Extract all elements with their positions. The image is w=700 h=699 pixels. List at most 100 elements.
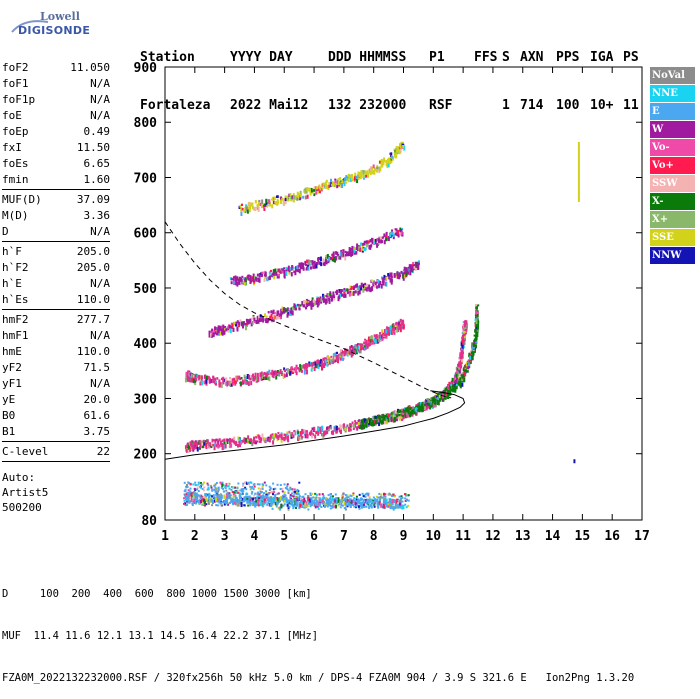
echo-mark: [399, 409, 402, 413]
echo-mark: [242, 484, 245, 487]
echo-mark: [372, 415, 375, 421]
echo-mark: [225, 377, 228, 382]
echo-mark: [286, 369, 289, 374]
echo-mark: [392, 493, 395, 496]
echo-mark: [373, 499, 376, 503]
echo-mark: [409, 411, 412, 416]
echo-mark: [284, 433, 287, 438]
echo-mark: [350, 253, 353, 257]
echo-mark: [273, 272, 276, 276]
echo-mark: [321, 187, 324, 190]
echo-mark: [329, 504, 332, 507]
echo-mark: [318, 190, 321, 194]
echo-mark: [215, 333, 218, 336]
echo-mark: [316, 359, 319, 365]
echo-mark: [194, 379, 197, 383]
echo-mark: [241, 379, 244, 383]
echo-mark: [231, 490, 234, 493]
echo-mark: [398, 495, 401, 498]
echo-mark: [358, 289, 361, 295]
echo-mark: [268, 372, 271, 375]
echo-mark: [349, 176, 352, 179]
echo-mark: [355, 504, 358, 508]
echo-mark: [335, 354, 338, 359]
echo-mark: [383, 274, 386, 278]
echo-mark: [341, 293, 344, 297]
ionospheric-parameters: foF2 11.050 foF1 N/A foF1p N/A foE N/A foEp 0.49 f…: [2, 60, 110, 515]
echo-mark: [405, 272, 408, 277]
echo-mark: [249, 277, 252, 282]
echo-mark: [342, 424, 345, 428]
echo-mark: [374, 281, 377, 286]
echo-mark: [233, 379, 236, 384]
echo-mark: [346, 351, 349, 357]
echo-mark: [403, 271, 406, 275]
echo-mark: [383, 420, 386, 425]
echo-mark: [385, 498, 388, 503]
echo-mark: [194, 377, 197, 381]
echo-mark: [338, 356, 341, 359]
echo-mark: [404, 413, 407, 419]
echo-mark: [304, 502, 307, 508]
echo-mark: [234, 441, 237, 446]
echo-mark: [225, 482, 228, 485]
echo-mark: [289, 371, 292, 376]
echo-mark: [252, 373, 255, 378]
echo-mark: [370, 286, 373, 290]
echo-mark: [312, 265, 315, 269]
echo-mark: [185, 486, 188, 489]
header-cell: PS: [623, 50, 639, 65]
echo-mark: [464, 371, 467, 377]
param-row: foF1p N/A: [2, 92, 110, 108]
echo-mark: [243, 496, 246, 499]
echo-mark: [223, 490, 226, 493]
echo-mark: [287, 312, 290, 316]
echo-mark: [296, 502, 299, 507]
echo-mark: [257, 500, 260, 505]
echo-mark: [276, 195, 279, 198]
echo-mark: [185, 376, 188, 380]
echo-mark: [232, 486, 235, 489]
echo-mark: [271, 491, 274, 494]
echo-mark: [197, 481, 200, 484]
echo-mark: [360, 282, 363, 288]
y-tick-label: 700: [134, 171, 158, 186]
echo-mark: [215, 504, 218, 507]
echo-mark: [309, 188, 312, 194]
param-key: h`F: [2, 245, 22, 258]
echo-mark: [322, 357, 325, 361]
echo-mark: [397, 503, 400, 509]
echo-mark: [373, 334, 376, 337]
echo-mark: [378, 166, 381, 171]
echo-mark: [234, 494, 237, 497]
echo-mark: [461, 338, 464, 343]
echo-mark: [377, 242, 380, 245]
echo-mark: [191, 492, 194, 497]
echo-mark: [243, 280, 246, 284]
param-key: yF2: [2, 361, 22, 374]
echo-mark: [427, 398, 430, 403]
echo-mark: [270, 313, 273, 319]
echo-mark: [333, 296, 336, 301]
echo-mark: [378, 338, 381, 343]
echo-mark: [426, 399, 429, 402]
echo-mark: [256, 273, 259, 277]
echo-mark: [325, 503, 328, 506]
profile-curve: [164, 390, 466, 460]
echo-mark: [203, 495, 206, 499]
echo-mark: [274, 494, 277, 497]
param-value: 61.6: [83, 409, 111, 422]
echo-mark: [214, 327, 217, 331]
echo-mark: [399, 148, 402, 153]
echo-mark: [352, 492, 355, 495]
echo-mark: [309, 492, 312, 495]
echo-mark: [194, 481, 197, 484]
echo-mark: [385, 237, 388, 242]
echo-mark: [331, 497, 334, 501]
echo-mark: [262, 318, 265, 321]
echo-mark: [323, 503, 326, 508]
echo-mark: [455, 383, 458, 387]
echo-mark: [341, 504, 344, 507]
echo-mark: [362, 172, 365, 175]
echo-mark: [307, 301, 310, 304]
